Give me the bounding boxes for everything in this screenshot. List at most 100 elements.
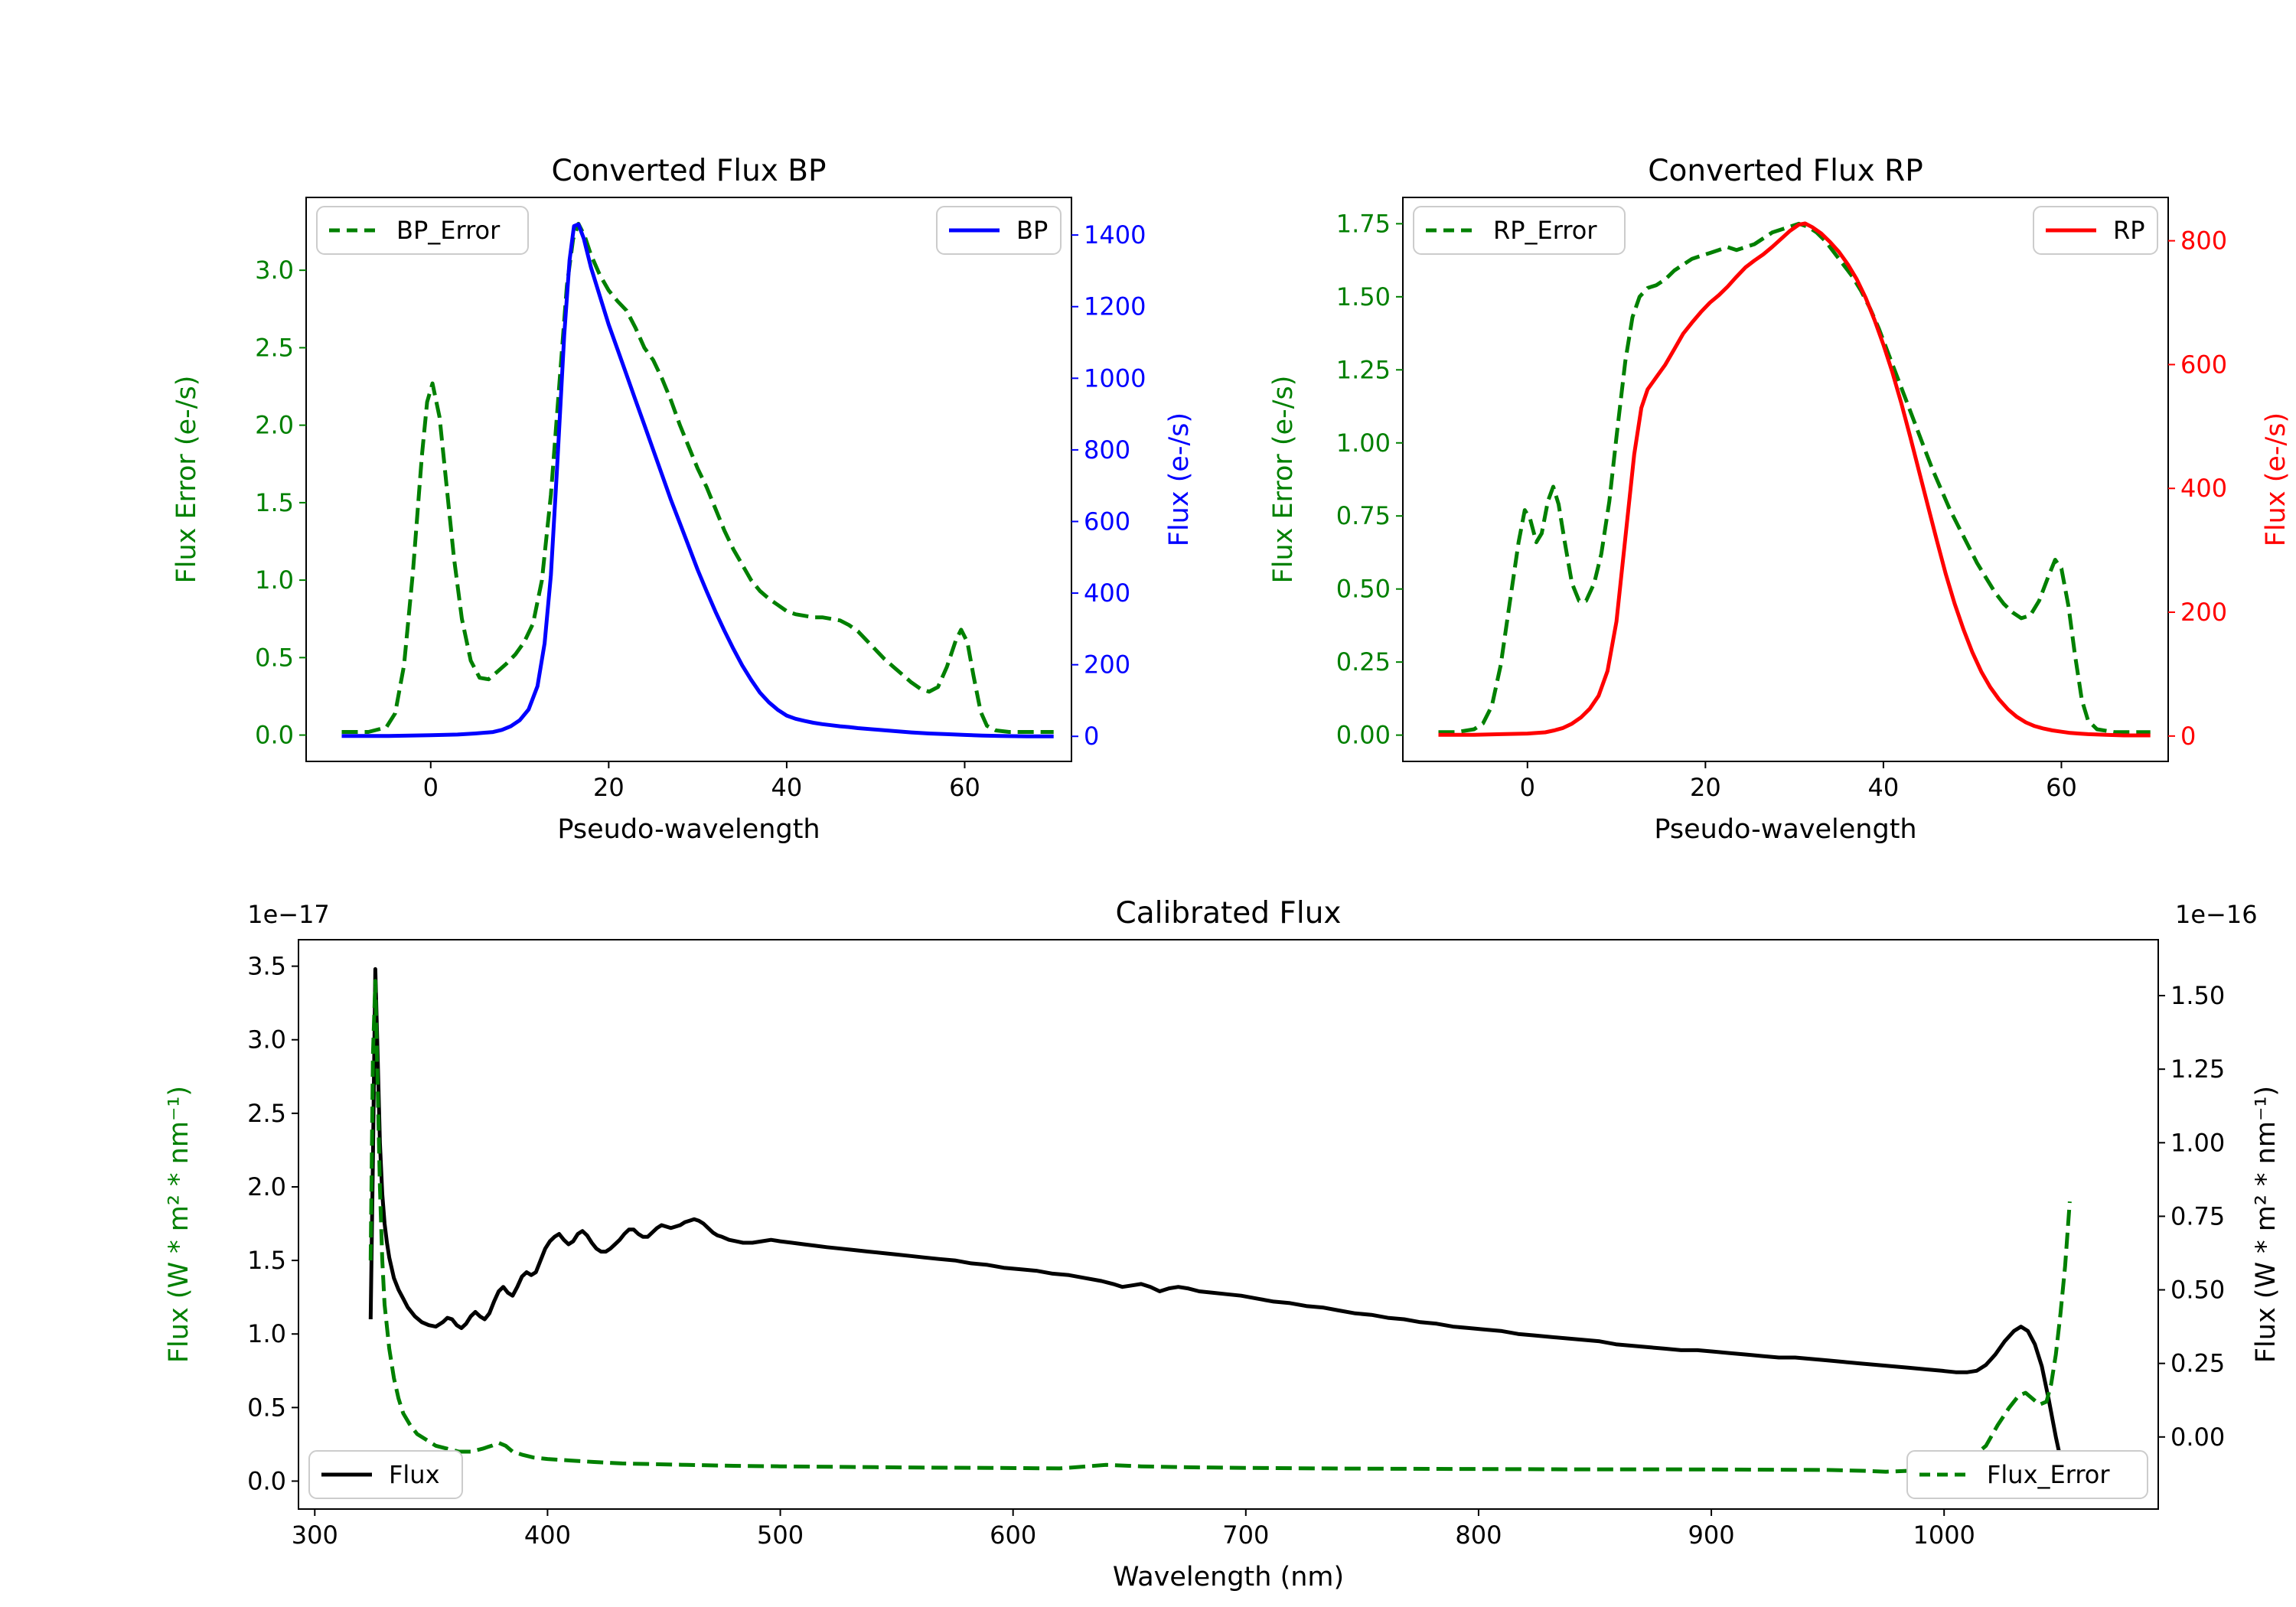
x-tick-label: 500: [757, 1521, 804, 1550]
y-tick-label-left: 1.5: [255, 488, 294, 517]
axes-spines: [298, 939, 2159, 1510]
legend-RP: RP: [2033, 206, 2158, 255]
y-tick-label-left: 2.0: [255, 411, 294, 440]
axes-spines: [305, 197, 1072, 762]
y-tick-label-left: 1.0: [255, 566, 294, 595]
series-group: [341, 221, 1054, 738]
y-tick-label-right: 400: [1084, 579, 1130, 608]
y-tick-label-left: 3.5: [247, 952, 286, 981]
series-line-BP: [341, 222, 1054, 738]
x-tick-label: 1000: [1913, 1521, 1975, 1550]
y-tick-label-right: 200: [2180, 598, 2227, 627]
x-axis-label: Pseudo-wavelength: [1654, 814, 1916, 845]
y-tick-label-right: 400: [2180, 474, 2227, 503]
y-axis-label-left: Flux Error (e-/s): [171, 376, 202, 584]
y-tick-label-left: 0.00: [1336, 721, 1391, 750]
y-tick-label-right: 1200: [1084, 292, 1146, 321]
y-tick-label-right: 800: [2180, 227, 2227, 256]
legend-label: RP: [2113, 216, 2145, 245]
left-axis-offset-text: 1e−17: [247, 900, 330, 929]
y-tick-label-left: 2.5: [255, 333, 294, 362]
right-axis-offset-text: 1e−16: [2175, 900, 2258, 929]
y-tick-label-right: 0.25: [2170, 1349, 2225, 1378]
y-tick-label-left: 1.25: [1336, 355, 1391, 384]
y-tick-label-right: 0: [2180, 722, 2196, 751]
axes-spines: [1402, 197, 2169, 762]
legend-box: [1413, 206, 1626, 255]
y-tick-label-right: 0.50: [2170, 1276, 2225, 1305]
y-tick-label-right: 600: [1084, 507, 1130, 536]
legend-box: [1906, 1450, 2148, 1499]
legend-Flux_Error: Flux_Error: [1906, 1450, 2148, 1499]
x-tick-label: 400: [524, 1521, 571, 1550]
x-axis-label: Pseudo-wavelength: [557, 814, 820, 845]
y-tick-label-left: 1.75: [1336, 209, 1391, 238]
y-tick-label-left: 1.00: [1336, 429, 1391, 458]
legend-label: BP_Error: [396, 216, 501, 245]
y-tick-label-right: 0.75: [2170, 1201, 2225, 1231]
y-axis-label-left: Flux Error (e-/s): [1268, 376, 1299, 584]
y-axis-label-left: Flux (W * m² * nm⁻¹): [164, 1086, 194, 1363]
series-line-Flux_Error: [368, 979, 2072, 1474]
x-tick-label: 800: [1455, 1521, 1502, 1550]
y-tick-label-left: 1.0: [247, 1319, 286, 1348]
legend-box: [308, 1450, 463, 1499]
x-tick-label: 60: [949, 773, 980, 802]
y-axis-label-right: Flux (e-/s): [1164, 412, 1195, 546]
legend-RP_Error: RP_Error: [1413, 206, 1626, 255]
y-tick-label-right: 800: [1084, 435, 1130, 464]
legend-Flux: Flux: [308, 1450, 463, 1499]
y-tick-label-left: 0.75: [1336, 501, 1391, 530]
chart-bp: 0 20 40 60 0.0 0.5 1.0 1.5 2.0 2.5 3.0 0 200 400 600 80…: [171, 154, 1195, 845]
series-line-RP_Error: [1438, 221, 2151, 735]
y-tick-label-right: 0.00: [2170, 1423, 2225, 1452]
legend-box: [316, 206, 529, 255]
x-tick-label: 700: [1222, 1521, 1269, 1550]
legend-label: Flux_Error: [1987, 1460, 2110, 1489]
y-tick-label-left: 2.5: [247, 1099, 286, 1128]
y-tick-label-left: 0.0: [247, 1466, 286, 1495]
x-tick-label: 900: [1688, 1521, 1735, 1550]
x-tick-label: 40: [771, 773, 803, 802]
y-tick-label-left: 0.5: [255, 643, 294, 672]
chart-rp: 0 20 40 60 0.00 0.25 0.50 0.75 1.00 1.25 1.50 1.75 0…: [1268, 154, 2291, 845]
y-tick-label-right: 1.25: [2170, 1054, 2225, 1084]
legend-BP: BP: [936, 206, 1062, 255]
series-group: [368, 966, 2072, 1497]
y-tick-label-right: 1400: [1084, 220, 1146, 249]
y-axis-label-right: Flux (W * m² * nm⁻¹): [2251, 1086, 2281, 1363]
x-tick-label: 600: [990, 1521, 1036, 1550]
chart-title: Converted Flux RP: [1648, 154, 1923, 188]
chart-title: Converted Flux BP: [551, 154, 826, 188]
y-tick-label-left: 0.50: [1336, 575, 1391, 604]
y-tick-label-left: 1.50: [1336, 282, 1391, 311]
x-tick-label: 60: [2046, 773, 2077, 802]
y-tick-label-right: 600: [2180, 350, 2227, 379]
y-tick-label-left: 0.0: [255, 721, 294, 750]
x-tick-label: 40: [1868, 773, 1900, 802]
legend-label: RP_Error: [1493, 216, 1597, 245]
y-tick-label-right: 0: [1084, 722, 1099, 751]
series-line-BP_Error: [341, 221, 1054, 734]
y-tick-label-right: 1000: [1084, 363, 1146, 393]
y-tick-label-left: 3.0: [247, 1025, 286, 1054]
y-tick-label-right: 200: [1084, 650, 1130, 680]
y-tick-label-left: 3.0: [255, 256, 294, 285]
legend-label: Flux: [389, 1460, 440, 1489]
x-tick-label: 20: [1690, 773, 1721, 802]
y-tick-label-right: 1.00: [2170, 1128, 2225, 1157]
series-line-RP: [1438, 221, 2151, 738]
y-tick-label-left: 1.5: [247, 1246, 286, 1275]
legend-label: BP: [1016, 216, 1048, 245]
x-tick-label: 0: [1520, 773, 1535, 802]
y-axis-label-right: Flux (e-/s): [2261, 412, 2291, 546]
chart-title: Calibrated Flux: [1116, 896, 1342, 931]
series-group: [1438, 221, 2151, 738]
series-line-Flux: [368, 966, 2069, 1497]
x-tick-label: 300: [292, 1521, 338, 1550]
y-tick-label-left: 2.0: [247, 1172, 286, 1201]
y-tick-label-left: 0.5: [247, 1393, 286, 1422]
x-axis-label: Wavelength (nm): [1113, 1562, 1344, 1592]
